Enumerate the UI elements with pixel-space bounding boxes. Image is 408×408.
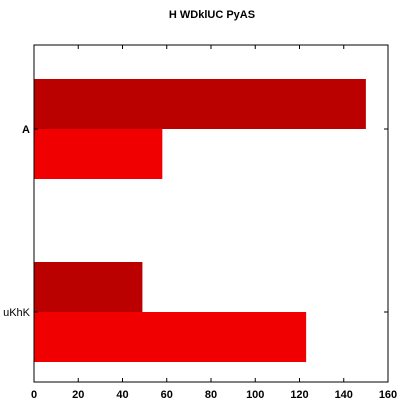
x-tick-label: 20 bbox=[72, 389, 84, 401]
bar-A-series-0 bbox=[34, 79, 366, 129]
x-tick-label: 0 bbox=[31, 389, 37, 401]
x-tick-label: 100 bbox=[246, 389, 264, 401]
y-tick-label: uKhK bbox=[3, 307, 31, 319]
x-tick-label: 140 bbox=[335, 389, 353, 401]
x-tick-label: 160 bbox=[379, 389, 397, 401]
y-tick-label: A bbox=[22, 124, 30, 136]
x-tick-label: 80 bbox=[205, 389, 217, 401]
bar-uKhK-series-1 bbox=[34, 312, 307, 362]
bar-uKhK-series-0 bbox=[34, 262, 143, 312]
x-tick-label: 40 bbox=[116, 389, 128, 401]
x-tick-label: 60 bbox=[161, 389, 173, 401]
bars-layer bbox=[34, 79, 366, 362]
chart-title: H WDklUC PyAS bbox=[169, 9, 255, 21]
x-tick-label: 120 bbox=[290, 389, 308, 401]
ticks-layer bbox=[33, 45, 389, 382]
bar-A-series-1 bbox=[34, 129, 163, 179]
